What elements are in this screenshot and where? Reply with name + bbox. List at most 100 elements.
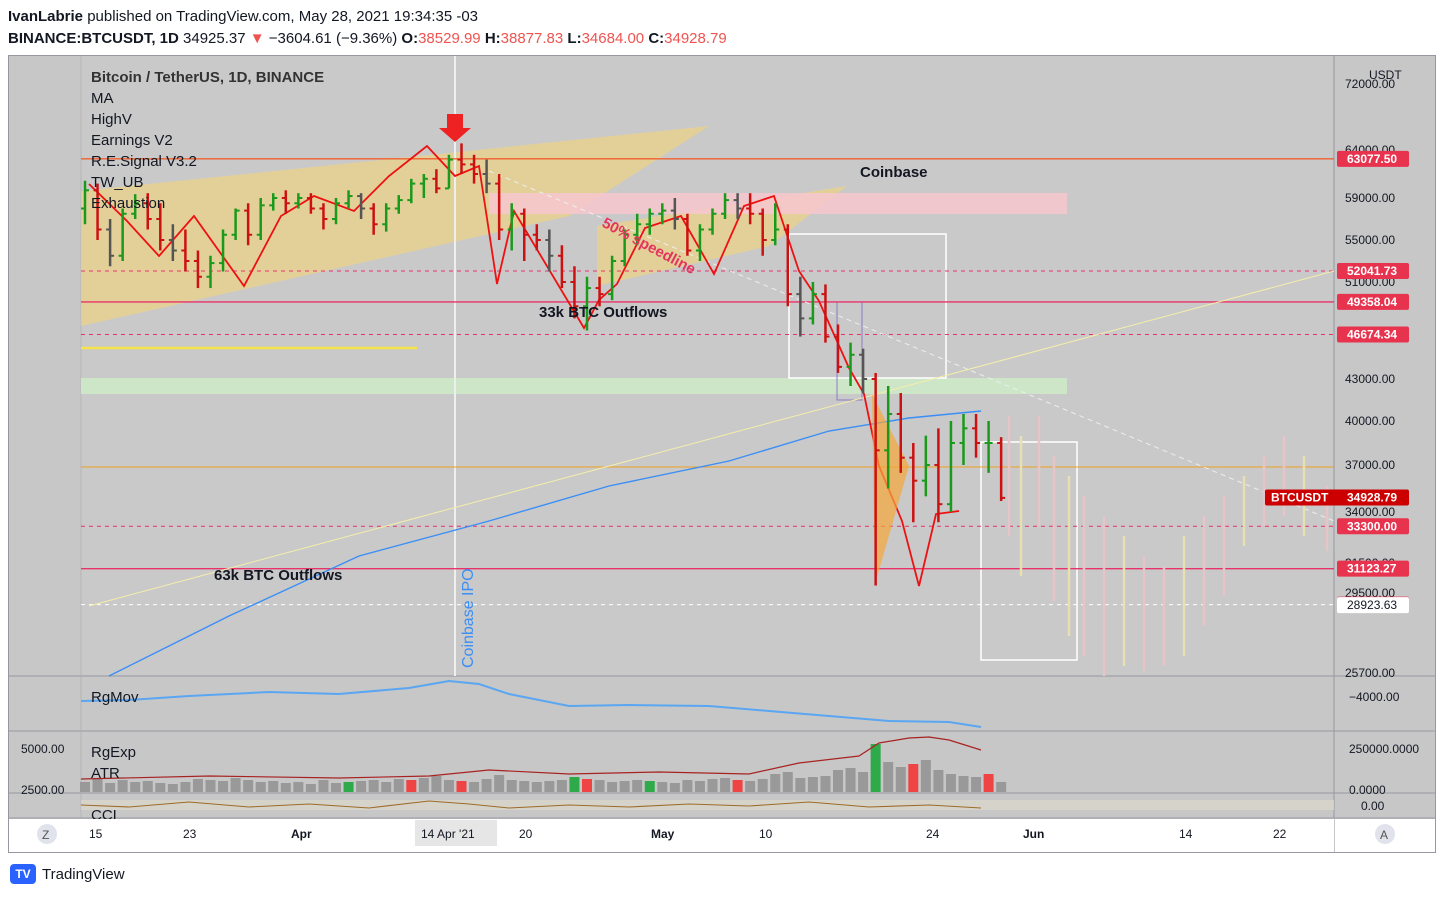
volume-bar: [895, 767, 906, 792]
volume-bar: [205, 780, 216, 792]
currency-label[interactable]: USDT: [1369, 68, 1402, 82]
symbol-label: BINANCE:BTCUSDT, 1D: [8, 30, 179, 47]
tradingview-logo-icon[interactable]: TV: [10, 864, 36, 884]
orange-triangle: [872, 394, 909, 584]
candle: [896, 393, 905, 473]
candle: [520, 208, 529, 261]
future-projection-layer: [1007, 416, 1329, 676]
volume-bar: [845, 768, 856, 792]
atr-label[interactable]: ATR: [91, 765, 120, 782]
time-axis[interactable]: [9, 819, 1334, 852]
candle: [771, 203, 780, 246]
header-line-1: IvanLabrie published on TradingView.com,…: [8, 6, 727, 28]
candle: [570, 266, 579, 319]
volume-bar: [757, 779, 768, 792]
candle: [859, 348, 868, 393]
price-axis[interactable]: 72000.0064000.0059000.0055000.0051000.00…: [1345, 77, 1395, 680]
volume-bar: [192, 779, 203, 792]
volume-bar: [556, 780, 567, 792]
time-tick-label: 22: [1273, 827, 1287, 841]
candle: [783, 224, 792, 307]
candle: [972, 414, 981, 458]
candle: [959, 414, 968, 465]
volume-bar: [720, 778, 731, 792]
volume-bar: [343, 782, 354, 792]
volume-bar: [406, 780, 417, 792]
candle: [357, 193, 366, 219]
candle: [620, 229, 629, 267]
candle: [143, 193, 152, 230]
candle: [256, 198, 265, 240]
candle: [871, 372, 880, 586]
auto-scale-button[interactable]: [1375, 824, 1395, 844]
volume-bar: [418, 778, 429, 792]
volume-bar: [142, 781, 153, 792]
level-tag: [1337, 560, 1409, 577]
volume-bar: [996, 782, 1007, 792]
legend-indicator-exhaustion[interactable]: Exhaustion: [91, 195, 165, 212]
candle: [984, 421, 993, 473]
volume-bar: [770, 774, 781, 792]
volume-bar: [883, 762, 894, 792]
low-label: L:: [567, 30, 582, 47]
level-tag: [1337, 597, 1409, 614]
volume-bar: [669, 783, 680, 792]
volume-bar: [80, 782, 90, 792]
rgmov-label[interactable]: RgMov: [91, 689, 139, 706]
volume-bar: [180, 782, 191, 792]
legend-indicator-earnings[interactable]: Earnings V2: [91, 132, 173, 149]
volume-bar: [519, 781, 530, 792]
legend-indicator-resignal[interactable]: R.E.Signal V3.2: [91, 153, 197, 170]
volume-bar: [644, 781, 655, 792]
volume-bar: [820, 776, 831, 792]
volume-bar: [293, 782, 304, 792]
candle: [633, 213, 642, 246]
volume-bar: [230, 778, 241, 792]
candle: [394, 195, 403, 214]
volume-bar: [305, 784, 316, 792]
last-price-tag: [1265, 489, 1409, 506]
author-name[interactable]: IvanLabrie: [8, 8, 84, 25]
level-tag-label: 46674.34: [1347, 327, 1397, 341]
volume-left-tick-top: 5000.00: [21, 742, 65, 756]
volume-bar: [870, 744, 881, 792]
level-tag-label: 52041.73: [1347, 264, 1397, 278]
rgexp-label[interactable]: RgExp: [91, 744, 136, 761]
chart-frame[interactable]: Coinbase 33k BTC Outflows 63k BTC Outflo…: [8, 55, 1436, 853]
volume-bar: [218, 781, 229, 792]
level-tag-label: 28923.63: [1347, 598, 1397, 612]
candle: [884, 386, 893, 489]
price-tick-label: 59000.00: [1345, 191, 1395, 205]
volume-bar: [908, 764, 919, 792]
volume-layer: [80, 744, 1007, 792]
crosshair-date-tag: [415, 820, 497, 846]
price-tick-label: 37000.00: [1345, 458, 1395, 472]
price-tick-label: 34000.00: [1345, 505, 1395, 519]
last-price: 34925.37: [183, 30, 246, 47]
footer-brand[interactable]: TradingView: [42, 865, 125, 883]
volume-bar: [494, 775, 505, 792]
chart-svg[interactable]: Coinbase 33k BTC Outflows 63k BTC Outflo…: [9, 56, 1435, 852]
volume-bar: [356, 781, 367, 792]
volume-bar: [833, 770, 843, 792]
volume-bar: [858, 772, 869, 792]
volume-bar: [657, 782, 668, 792]
zoom-button[interactable]: [37, 824, 57, 844]
cci-line: [80, 800, 982, 809]
volume-bar: [945, 774, 956, 792]
legend-indicator-twub[interactable]: TW_UB: [91, 174, 144, 191]
coinbase-annotation: Coinbase: [860, 164, 928, 181]
candle: [608, 255, 617, 301]
candle: [495, 174, 504, 240]
legend-indicator-highv[interactable]: HighV: [91, 111, 132, 128]
volume-bar: [707, 779, 718, 792]
volume-bar: [318, 780, 329, 792]
candle: [482, 159, 491, 194]
candle: [670, 198, 679, 230]
candle: [746, 193, 755, 225]
candle: [808, 282, 817, 325]
legend-indicator-ma[interactable]: MA: [91, 90, 114, 107]
candle: [909, 443, 918, 523]
price-change: −3604.61 (−9.36%): [268, 30, 398, 47]
volume-bar: [255, 782, 266, 792]
